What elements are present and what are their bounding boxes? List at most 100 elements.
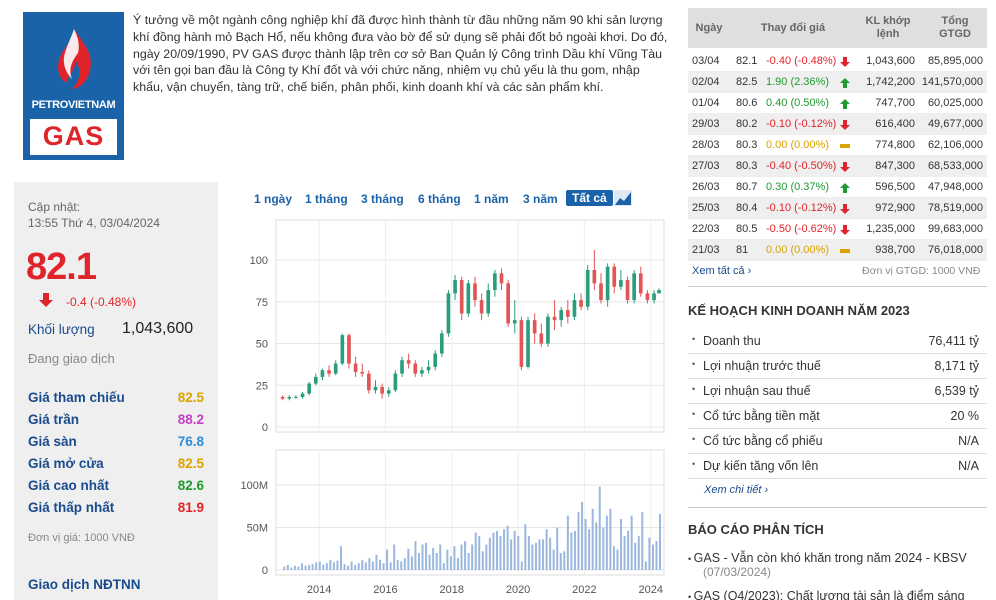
volume-bar <box>467 553 470 570</box>
header-value: Tổng GTGD <box>939 15 971 40</box>
candle-body <box>327 370 331 374</box>
cell-change: -0.10 (-0.12%) <box>766 118 837 130</box>
cell-value: 68,533,000 <box>927 160 983 172</box>
cell-price: 80.7 <box>736 181 758 193</box>
cell-date: 28/03 <box>692 139 720 151</box>
volume-bar <box>499 536 502 570</box>
volume-bar <box>584 519 587 570</box>
cell-value: 47,948,000 <box>927 181 983 193</box>
table-row[interactable]: 22/03 80.5 -0.50 (-0.62%) 1,235,000 99,683,0… <box>688 219 987 240</box>
table-row[interactable]: 02/04 82.5 1.90 (2.36%) 1,742,200 141,570,00… <box>688 72 987 93</box>
price-row-label: Giá cao nhất <box>28 478 110 493</box>
candle-body <box>473 283 477 301</box>
volume-bar <box>520 561 523 570</box>
candle-body <box>439 333 444 354</box>
plan-label: Cổ tức bằng cổ phiếu <box>703 434 823 448</box>
tab-range[interactable]: 1 năm <box>474 192 509 206</box>
cell-change: 1.90 (2.36%) <box>766 76 829 88</box>
tab-range[interactable]: 1 ngày <box>254 192 293 206</box>
plan-row: • Lợi nhuận sau thuế 6,539 tỷ <box>688 379 987 404</box>
candle-body <box>287 396 292 399</box>
volume-bar <box>598 486 601 570</box>
plan-row: • Cổ tức bằng tiền mặt 20 % <box>688 404 987 429</box>
candle-body <box>479 300 484 314</box>
candle-body <box>572 300 577 317</box>
volume-bar <box>651 544 654 570</box>
price-row: Giá cao nhất 82.6 <box>28 478 204 498</box>
foreign-trading-link[interactable]: Giao dịch NĐTNN <box>28 577 141 592</box>
see-all-link[interactable]: Xem tất cả › <box>692 265 752 277</box>
candle-body <box>612 266 617 287</box>
volume-bar <box>503 529 506 570</box>
volume-bar <box>552 549 555 570</box>
volume-bar <box>361 559 364 570</box>
down-arrow-icon <box>39 293 53 307</box>
volume-bar <box>315 562 318 570</box>
report-title[interactable]: GAS (Q4/2023): Chất lượng tài sản là điể… <box>693 589 965 600</box>
price-row: Giá trần 88.2 <box>28 412 204 432</box>
volume-bar <box>506 525 509 570</box>
volume-bar <box>439 544 442 570</box>
price-row-label: Giá tham chiếu <box>28 390 125 405</box>
price-volume-chart: 0 25 50 75 100 0 50M 100M 2014 2016 2018 2020 2022 20… <box>240 219 665 596</box>
candle-body <box>552 316 557 321</box>
volume-bar <box>641 512 644 570</box>
table-row[interactable]: 29/03 80.2 -0.10 (-0.12%) 616,400 49,677,000 <box>688 114 987 135</box>
candle-body <box>559 310 564 321</box>
tab-range[interactable]: 3 năm <box>523 192 558 206</box>
report-item[interactable]: • GAS - Vẫn còn khó khăn trong năm 2024 … <box>688 551 967 579</box>
volume-bar <box>549 537 552 570</box>
volume-bar <box>481 551 484 570</box>
price-row-label: Giá sàn <box>28 434 77 449</box>
table-row[interactable]: 27/03 80.3 -0.40 (-0.50%) 847,300 68,533,000 <box>688 156 987 177</box>
volume-tick-label: 50M <box>247 523 268 535</box>
cell-value: 60,025,000 <box>927 97 983 109</box>
volume-bar <box>517 536 520 570</box>
plan-row: • Dự kiến tăng vốn lên N/A <box>688 454 987 479</box>
table-row[interactable]: 28/03 80.3 0.00 (0.00%) 774,800 62,106,000 <box>688 135 987 156</box>
cell-price: 80.3 <box>736 139 758 151</box>
volume-bar <box>414 541 417 570</box>
plan-value: N/A <box>958 459 979 473</box>
table-row[interactable]: 25/03 80.4 -0.10 (-0.12%) 972,900 78,519,000 <box>688 198 987 219</box>
cell-volume: 1,235,000 <box>866 223 915 235</box>
price-row-value: 76.8 <box>177 434 204 449</box>
x-tick-label: 2020 <box>506 584 530 596</box>
down-arrow-icon <box>840 162 850 172</box>
candle-body <box>313 376 318 384</box>
table-row[interactable]: 21/03 81 0.00 (0.00%) 938,700 76,018,000 <box>688 240 987 261</box>
price-row-value: 81.9 <box>177 500 204 515</box>
volume-bar <box>357 563 360 570</box>
tab-range[interactable]: 1 tháng <box>305 192 348 206</box>
plan-details-link[interactable]: Xem chi tiết › <box>704 484 769 496</box>
candle-body <box>453 280 457 294</box>
volume-bar <box>332 562 335 570</box>
table-row[interactable]: 26/03 80.7 0.30 (0.37%) 596,500 47,948,000 <box>688 177 987 198</box>
volume-bar <box>655 541 658 570</box>
down-arrow-icon <box>840 57 850 67</box>
volume-bar <box>435 553 438 570</box>
table-row[interactable]: 01/04 80.6 0.40 (0.50%) 747,700 60,025,000 <box>688 93 987 114</box>
volume-bar <box>556 527 559 570</box>
report-item[interactable]: • GAS (Q4/2023): Chất lượng tài sản là đ… <box>688 589 965 600</box>
table-row[interactable]: 03/04 82.1 -0.40 (-0.48%) 1,043,600 85,895,0… <box>688 51 987 72</box>
plan-value: 6,539 tỷ <box>934 384 979 398</box>
report-title[interactable]: GAS - Vẫn còn khó khăn trong năm 2024 - … <box>693 551 967 565</box>
chart-type-icon[interactable] <box>614 190 632 206</box>
header-date: Ngày <box>695 22 723 34</box>
volume-bar <box>616 549 619 570</box>
volume-bar <box>595 522 598 570</box>
volume-bar <box>432 547 435 570</box>
tab-range[interactable]: 3 tháng <box>361 192 404 206</box>
candle-body <box>519 320 524 367</box>
candle-body <box>426 366 431 371</box>
cell-date: 27/03 <box>692 160 720 172</box>
tab-range[interactable]: 6 tháng <box>418 192 461 206</box>
tab-range[interactable]: Tất cả <box>566 190 613 206</box>
price-row-value: 82.5 <box>177 390 204 405</box>
price-tick-label: 0 <box>262 422 268 434</box>
volume-bar <box>644 561 647 570</box>
price-panel <box>275 219 665 433</box>
volume-bar <box>534 542 537 570</box>
